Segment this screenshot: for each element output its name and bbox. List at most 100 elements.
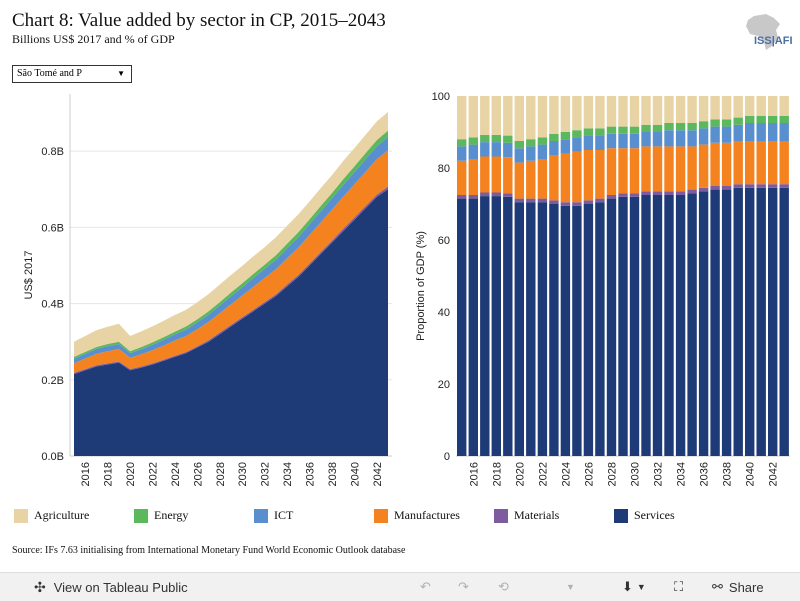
bar-segment-materials	[606, 195, 617, 199]
bar-segment-ict	[618, 133, 628, 149]
bar-segment-manufactures	[698, 144, 709, 188]
legend-item-services[interactable]: Services	[614, 508, 675, 523]
bar-segment-agriculture	[687, 96, 697, 123]
bar-x-tick-label: 2032	[653, 462, 665, 486]
chart-title: Chart 8: Value added by sector in CP, 20…	[12, 10, 386, 31]
share-button[interactable]: ⚯ Share	[712, 573, 764, 601]
bar-segment-agriculture	[491, 96, 501, 135]
bar-segment-ict	[606, 133, 617, 149]
bar-segment-agriculture	[779, 96, 789, 116]
bar-segment-manufactures	[768, 141, 778, 185]
revert-menu-button[interactable]: ▼	[566, 573, 575, 601]
bar-segment-materials	[687, 189, 697, 194]
legend-item-energy[interactable]: Energy	[134, 508, 188, 523]
area-x-tick-label: 2016	[80, 462, 92, 486]
bar-segment-materials	[698, 187, 709, 192]
redo-button[interactable]: ↷	[458, 573, 469, 601]
undo-button[interactable]: ↶	[420, 573, 431, 601]
bar-segment-agriculture	[641, 96, 651, 125]
bar-segment-materials	[491, 192, 501, 197]
bar-segment-materials	[595, 198, 605, 203]
bar-segment-energy	[710, 119, 720, 127]
bar-segment-ict	[687, 130, 697, 147]
bar-segment-materials	[641, 191, 651, 195]
bar-segment-manufactures	[756, 141, 766, 185]
area-y-tick-label: 0.6B	[41, 222, 64, 234]
legend-item-agriculture[interactable]: Agriculture	[14, 508, 89, 523]
fullscreen-button[interactable]: ⛶	[674, 573, 683, 601]
legend-item-ict[interactable]: ICT	[254, 508, 293, 523]
bar-x-tick-label: 2020	[514, 462, 526, 486]
bar-segment-energy	[457, 139, 467, 147]
bar-segment-materials	[779, 184, 789, 188]
area-x-tick-label: 2042	[372, 462, 384, 486]
bar-segment-energy	[733, 117, 743, 125]
bar-segment-manufactures	[618, 148, 628, 194]
bar-segment-ict	[503, 142, 513, 158]
legend-swatch	[14, 508, 28, 523]
bar-segment-ict	[756, 123, 766, 141]
chevron-down-icon: ▼	[636, 582, 646, 592]
legend-label: Services	[634, 508, 675, 522]
area-x-tick-label: 2018	[103, 462, 115, 486]
area-y-tick-label: 0.2B	[41, 375, 64, 387]
download-button[interactable]: ⬇ ▼	[622, 573, 646, 601]
bar-segment-agriculture	[721, 96, 732, 120]
bar-x-tick-label: 2028	[606, 462, 618, 486]
bar-segment-ict	[629, 133, 640, 149]
bar-y-axis-title: Proportion of GDP (%)	[415, 231, 427, 341]
area-series-agriculture	[74, 111, 388, 357]
area-x-tick-label: 2032	[260, 462, 272, 486]
bar-segment-services	[549, 204, 559, 456]
bar-segment-services	[779, 187, 789, 457]
bar-segment-agriculture	[526, 96, 536, 140]
bar-segment-agriculture	[710, 96, 720, 120]
logo-text: ISS|AFI	[754, 35, 793, 47]
bar-segment-energy	[468, 137, 478, 145]
bar-segment-energy	[549, 133, 559, 141]
country-filter-value: São Tomé and P	[17, 68, 82, 79]
bar-segment-ict	[698, 128, 709, 145]
bar-segment-services	[503, 196, 513, 457]
bar-segment-manufactures	[491, 156, 501, 193]
view-on-tableau-button[interactable]: ✣ View on Tableau Public	[34, 573, 188, 601]
bar-segment-agriculture	[468, 96, 478, 138]
revert-button[interactable]: ⟲	[498, 573, 509, 601]
legend-item-materials[interactable]: Materials	[494, 508, 559, 523]
bar-segment-manufactures	[468, 159, 478, 195]
source-note: Source: IFs 7.63 initialising from Inter…	[12, 545, 406, 556]
bar-segment-materials	[768, 184, 778, 188]
bar-segment-services	[745, 187, 755, 457]
bar-x-tick-label: 2034	[676, 462, 688, 486]
legend-item-manufactures[interactable]: Manufactures	[374, 508, 460, 523]
bar-segment-ict	[457, 146, 467, 161]
bar-segment-agriculture	[618, 96, 628, 127]
area-y-axis-title: US$ 2017	[23, 251, 35, 300]
bar-x-tick-label: 2030	[630, 462, 642, 486]
bar-segment-services	[733, 187, 743, 457]
bar-segment-energy	[480, 134, 490, 143]
bar-segment-services	[514, 202, 524, 456]
bar-segment-energy	[491, 134, 501, 143]
bar-segment-ict	[560, 139, 571, 154]
bar-segment-ict	[549, 141, 559, 156]
bar-segment-ict	[514, 148, 524, 163]
bar-segment-ict	[745, 123, 755, 141]
country-filter-dropdown[interactable]: São Tomé and P ▼	[12, 65, 132, 83]
bar-segment-ict	[675, 130, 686, 147]
bar-y-tick-label: 80	[438, 163, 450, 175]
tableau-toolbar: ✣ View on Tableau Public ↶ ↷ ⟲ ▼ ⬇ ▼ ⛶ ⚯…	[0, 572, 800, 601]
bar-y-tick-label: 100	[432, 91, 450, 103]
chart-subtitle: Billions US$ 2017 and % of GDP	[12, 32, 175, 46]
bar-segment-materials	[583, 200, 594, 204]
bar-segment-manufactures	[733, 141, 743, 185]
bar-segment-ict	[779, 123, 789, 141]
bar-segment-services	[583, 204, 594, 456]
bar-segment-manufactures	[606, 148, 617, 195]
bar-segment-materials	[503, 193, 513, 197]
bar-x-tick-label: 2024	[560, 462, 572, 486]
bar-segment-agriculture	[549, 96, 559, 134]
bar-segment-energy	[629, 126, 640, 134]
area-x-tick-label: 2038	[327, 462, 339, 486]
